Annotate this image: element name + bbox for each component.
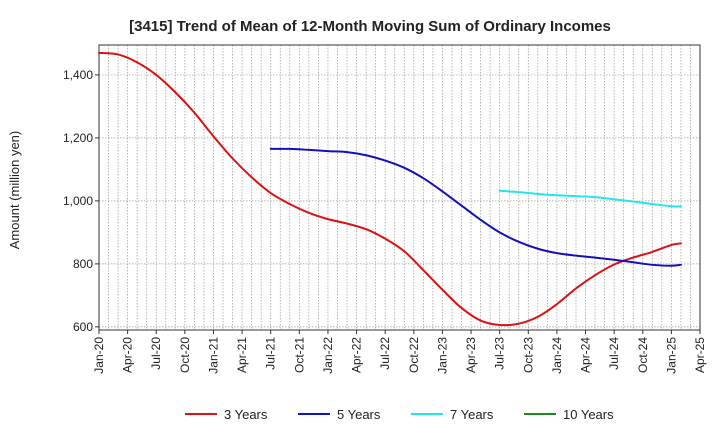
x-tick-label: Oct-23 [521, 337, 535, 373]
y-tick-label: 1,000 [63, 194, 93, 208]
plot-frame [98, 44, 701, 331]
y-axis-label: Amount (million yen) [7, 131, 22, 250]
y-tick-label: 600 [73, 320, 93, 334]
x-tick-label: Jan-22 [321, 337, 335, 374]
series-lines [98, 51, 682, 327]
x-tick-label: Apr-20 [121, 337, 135, 373]
grid [99, 45, 700, 330]
legend-label-3-years: 3 Years [224, 407, 268, 422]
y-tick-label: 1,400 [63, 68, 93, 82]
legend-label-10-years: 10 Years [563, 407, 614, 422]
x-tick-label: Apr-24 [579, 337, 593, 373]
x-tick-label: Oct-24 [636, 337, 650, 373]
series-line-7-years [498, 189, 682, 208]
legend-label-5-years: 5 Years [337, 407, 381, 422]
series-line-3-years [98, 51, 682, 327]
x-tick-label: Apr-23 [464, 337, 478, 373]
x-tick-label: Apr-22 [350, 337, 364, 373]
x-tick-label: Jul-22 [378, 337, 392, 370]
x-tick-label: Jan-25 [664, 337, 678, 374]
x-tick-label: Jul-24 [607, 337, 621, 370]
x-tick-label: Apr-21 [235, 337, 249, 373]
x-tick-label: Jul-23 [493, 337, 507, 370]
x-tick-label: Jul-20 [149, 337, 163, 370]
legend: 3 Years 5 Years 7 Years 10 Years [185, 407, 614, 422]
chart-title: [3415] Trend of Mean of 12-Month Moving … [129, 18, 611, 35]
y-tick-label: 800 [73, 257, 93, 271]
x-tick-label: Oct-21 [292, 337, 306, 373]
x-tick-label: Jan-21 [206, 337, 220, 374]
y-tick-label: 1,200 [63, 131, 93, 145]
x-tick-label: Jul-21 [264, 337, 278, 370]
x-tick-label: Jan-23 [435, 337, 449, 374]
x-tick-label: Jan-20 [92, 337, 106, 374]
legend-label-7-years: 7 Years [450, 407, 494, 422]
x-tick-label: Apr-25 [693, 337, 707, 373]
axes: 600 800 1,000 1,200 1,400 Jan-20 Apr-20 Jul-20 O… [63, 44, 707, 374]
x-tick-label: Oct-22 [407, 337, 421, 373]
x-tick-label: Oct-20 [178, 337, 192, 373]
x-tick-label: Jan-24 [550, 337, 564, 374]
series-line-5-years [269, 147, 682, 267]
